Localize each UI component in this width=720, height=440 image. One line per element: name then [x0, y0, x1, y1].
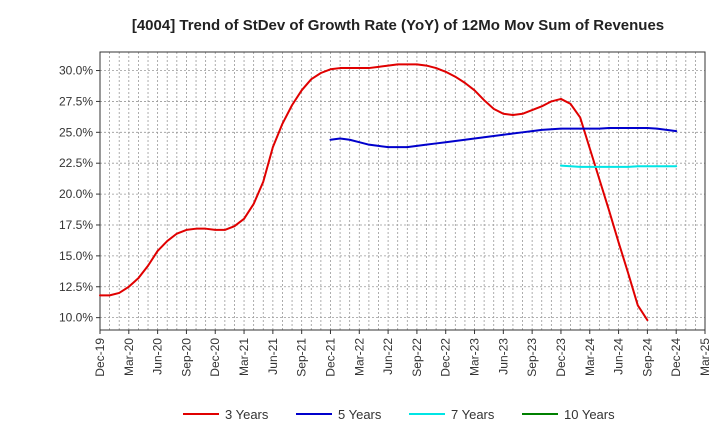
x-tick-label: Dec-22 — [439, 338, 453, 377]
x-tick-label: Dec-24 — [669, 338, 683, 377]
x-tick-label: Jun-24 — [612, 338, 626, 375]
x-tick-label: Sep-24 — [640, 338, 654, 377]
plot-frame — [99, 51, 706, 331]
y-tick-label: 12.5% — [59, 280, 93, 294]
x-tick-label: Mar-22 — [352, 338, 366, 376]
x-tick-label: Sep-21 — [295, 338, 309, 377]
x-tick-label: Mar-21 — [237, 338, 251, 376]
x-tick-label: Jun-22 — [381, 338, 395, 375]
y-tick-label: 20.0% — [59, 187, 93, 201]
plot-area: 10.0% 12.5% 15.0% 17.5% 20.0% 22.5% 25.0% 27.5%… — [59, 51, 712, 377]
x-tick-label: Sep-22 — [410, 338, 424, 377]
legend-label: 7 Years — [451, 407, 495, 422]
x-tick-label: Mar-24 — [583, 338, 597, 376]
x-tick-label: Dec-19 — [93, 338, 107, 377]
x-tick-label: Dec-23 — [554, 338, 568, 377]
chart-title: [4004] Trend of StDev of Growth Rate (Yo… — [132, 17, 664, 34]
y-tick-label: 30.0% — [59, 64, 93, 78]
y-tick-label: 10.0% — [59, 311, 93, 325]
plot-background — [100, 52, 705, 330]
x-tick-label: Jun-20 — [151, 338, 165, 375]
y-tick-label: 15.0% — [59, 249, 93, 263]
x-tick-label: Sep-20 — [179, 338, 193, 377]
x-tick-label: Dec-20 — [208, 338, 222, 377]
series-line-3-years — [99, 63, 649, 322]
legend-label: 10 Years — [564, 407, 615, 422]
x-tick-label: Sep-23 — [525, 338, 539, 377]
legend-label: 5 Years — [338, 407, 382, 422]
x-tick-label: Mar-20 — [122, 338, 136, 376]
x-tick-label: Jun-23 — [496, 338, 510, 375]
y-tick-label: 22.5% — [59, 156, 93, 170]
y-tick-label: 17.5% — [59, 218, 93, 232]
legend-label: 3 Years — [225, 407, 269, 422]
x-tick-label: Dec-21 — [323, 338, 337, 377]
legend: 3 Years 5 Years 7 Years 10 Years — [183, 407, 615, 422]
x-tick-label: Jun-21 — [266, 338, 280, 375]
x-tick-label: Mar-25 — [698, 338, 712, 376]
y-tick-label: 25.0% — [59, 125, 93, 139]
series-line-7-years — [559, 164, 678, 168]
series-line-5-years — [329, 126, 678, 149]
y-tick-label: 27.5% — [59, 94, 93, 108]
x-tick-label: Mar-23 — [468, 338, 482, 376]
